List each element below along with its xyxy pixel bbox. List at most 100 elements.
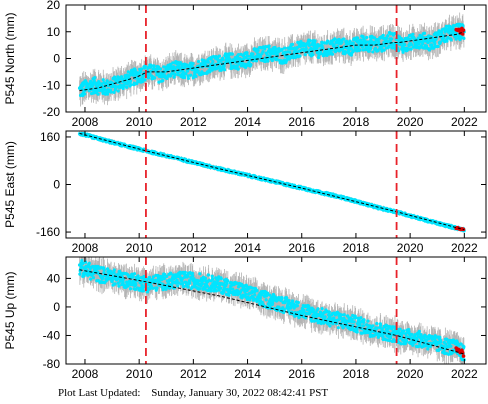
observation-point [408,37,412,41]
observation-point [373,46,378,50]
observation-point [261,49,265,54]
observation-point [196,69,200,73]
observation-point [308,39,313,43]
observation-point [326,39,330,43]
observation-point [368,47,373,51]
observation-point [224,52,228,56]
observation-point [389,42,393,47]
observation-point [208,70,212,74]
observation-point [303,53,307,57]
observation-point [290,42,295,46]
observation-point [92,78,96,83]
y-tick-label: 20 [47,0,61,12]
observation-point [259,54,263,58]
observation-point [206,60,210,64]
observation-point [356,45,360,49]
x-tick-label: 2010 [126,115,153,129]
observation-point [196,59,201,64]
observation-point [236,52,241,57]
observation-point [202,71,206,75]
y-axis-label: P545 North (mm) [3,12,17,104]
y-axis-label: P545 East (mm) [3,141,17,228]
observation-point [228,57,232,61]
observation-point [245,51,249,55]
observation-point [105,79,109,83]
observation-point [251,52,255,56]
observation-point [321,46,325,50]
x-tick-label: 2018 [343,241,370,255]
observation-point [161,79,165,83]
observation-point [449,38,453,42]
observation-point [265,53,269,57]
observation-point [359,38,363,42]
chart-panel-1: 2008 2010 2012 2014 2016 2018 2020 2022 -20 -10 0 1… [3,0,487,129]
observation-point [396,49,401,53]
observation-point [83,92,87,96]
observation-point [176,73,180,77]
x-tick-label: 2020 [397,115,424,129]
observation-point [111,81,115,86]
observation-point [139,70,143,74]
observation-point [420,41,425,46]
x-tick-label: 2008 [72,115,99,129]
observation-point [342,37,346,41]
observation-point [387,44,391,48]
observation-point [191,61,195,66]
observation-point [355,36,360,40]
observation-point [171,65,176,69]
observation-point [433,42,437,46]
observation-point [333,37,337,41]
observation-point [456,33,460,37]
observation-point [330,41,334,45]
observation-point [377,40,381,45]
observation-point [113,75,117,79]
observation-point [360,45,365,49]
observation-point [348,39,352,43]
observation-point [186,76,191,81]
observation-point [446,35,450,40]
x-tick-label: 2016 [288,115,315,129]
observation-point [135,82,139,86]
observation-point [149,63,153,67]
observation-point [171,70,175,75]
plot-area [77,131,466,233]
observation-point [367,49,371,53]
observation-point [185,69,190,73]
observation-point [241,54,246,58]
observation-point [316,55,321,60]
observation-point [153,76,157,80]
observation-point [266,59,270,63]
observation-point [438,40,443,44]
observation-point [157,80,161,84]
observation-point [439,30,444,34]
observation-point [248,57,252,61]
observation-point [100,82,104,86]
observation-point [143,78,147,82]
observation-point [211,59,215,64]
observation-point [109,90,113,94]
observation-point [351,41,355,45]
observation-point [90,84,95,88]
observation-point [283,46,287,50]
observation-point [436,44,440,49]
recent-point [461,28,466,32]
x-tick-label: 2022 [451,241,478,255]
observation-point [221,58,225,62]
observation-point [428,47,432,51]
observation-point [91,91,96,95]
plot-area [77,12,466,107]
observation-point [112,90,116,94]
observation-point [267,44,271,48]
observation-point [288,50,292,54]
observation-point [230,52,234,56]
observation-point [462,36,466,40]
observation-point [436,32,441,36]
x-tick-label: 2012 [180,115,207,129]
x-tick-label: 2016 [288,241,315,255]
y-tick-label: -20 [43,105,61,119]
observation-point [179,62,183,66]
observation-point [158,67,163,71]
observation-point [173,72,177,77]
observation-points [77,131,466,233]
y-tick-label: -160 [36,225,60,239]
